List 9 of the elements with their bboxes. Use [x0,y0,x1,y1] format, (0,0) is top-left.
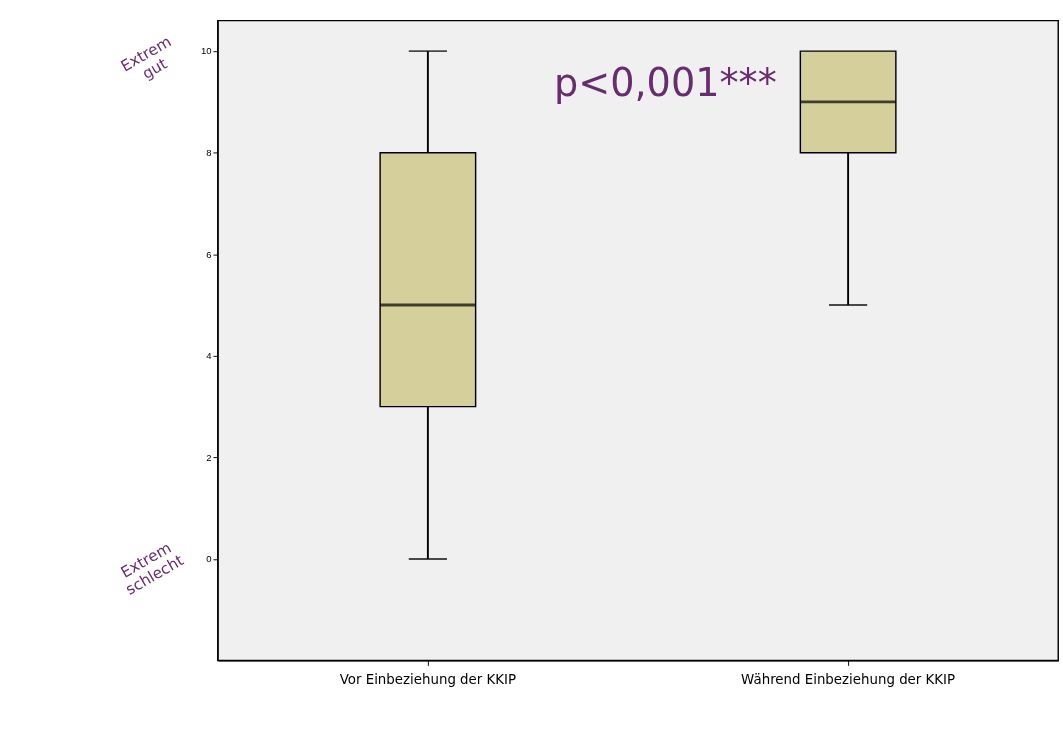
x-tick-label: Vor Einbeziehung der KKIP [339,671,517,687]
y-tick-label: 10 [200,45,212,57]
annotation: p<0,001*** [553,61,777,106]
x-tick-label: Während Einbeziehung der KKIP [741,671,956,687]
y-tick-label: 2 [206,451,212,463]
y-tick-label: 0 [206,553,212,565]
y-tick-label: 6 [206,248,212,260]
y-tick-label: 4 [206,350,213,362]
y-tick-label: 8 [206,147,212,159]
